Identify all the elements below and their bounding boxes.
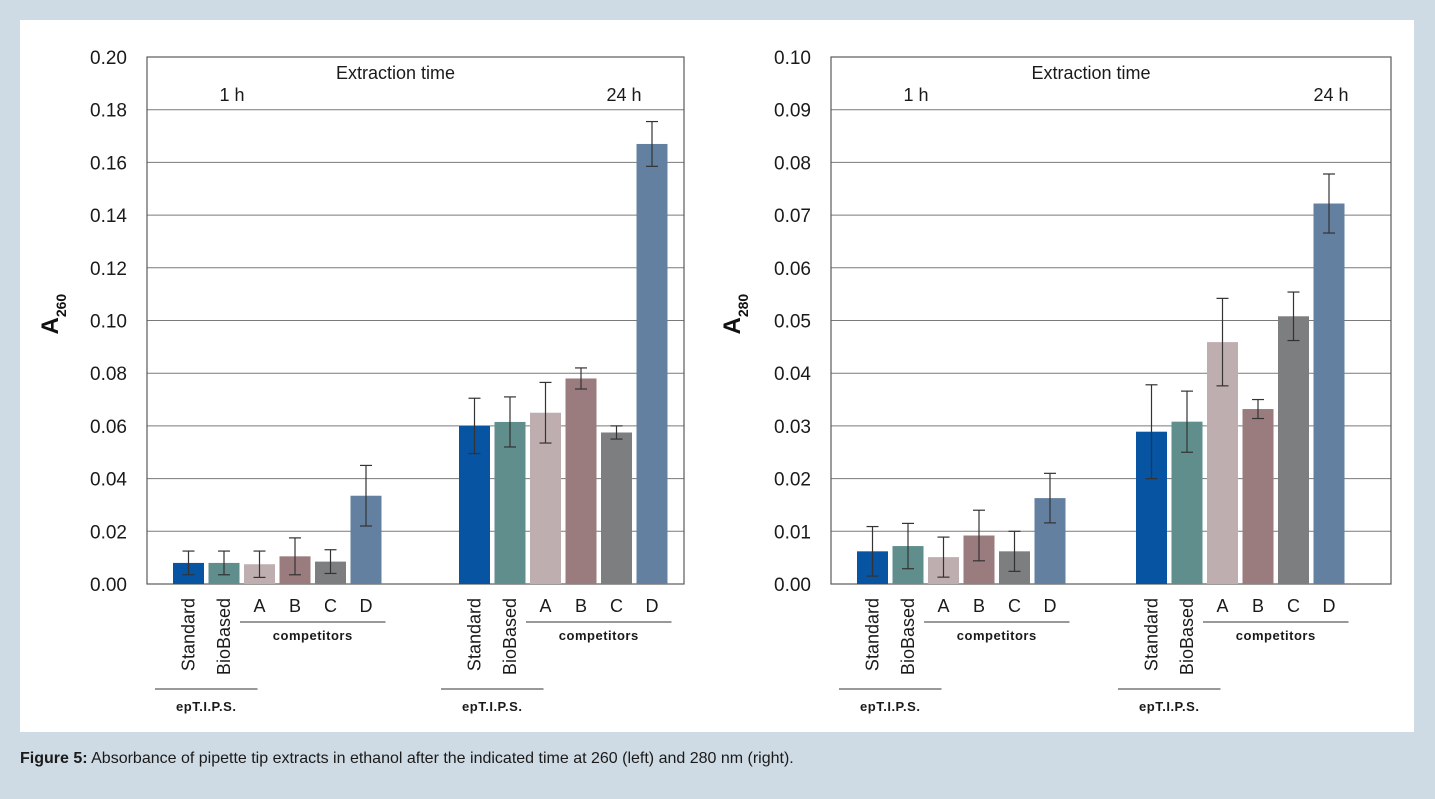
category-label: A (937, 596, 949, 616)
group-label: epT.I.P.S. (462, 699, 522, 714)
y-tick-label: 0.08 (774, 153, 811, 174)
category-label: D (360, 596, 373, 616)
y-tick-label: 0.03 (774, 417, 811, 438)
chart-title: Extraction time (336, 63, 455, 83)
category-label: Standard (465, 598, 485, 671)
category-label: BioBased (898, 598, 918, 675)
y-tick-label: 0.04 (90, 470, 127, 491)
category-label: B (1252, 596, 1264, 616)
caption-text: Absorbance of pipette tip extracts in et… (91, 750, 794, 767)
plot-frame (830, 56, 1392, 585)
group-label: competitors (1236, 628, 1316, 643)
y-tick-label: 0.08 (90, 364, 127, 385)
category-label: A (1216, 596, 1228, 616)
y-tick-label: 0.18 (90, 101, 127, 122)
chart-2: 0.00 0.01 0.02 0.03 0.04 0.05 0.06 0.07 0.08 0.09… (719, 48, 1392, 714)
category-label: D (1044, 596, 1057, 616)
group-label: epT.I.P.S. (1139, 699, 1199, 714)
category-label: Standard (179, 598, 199, 671)
bar-c (601, 432, 632, 584)
time-label: 24 h (1313, 85, 1348, 105)
y-tick-label: 0.01 (774, 522, 811, 543)
chart-1: 0.00 0.02 0.04 0.06 0.08 0.10 0.12 0.14 0.16 0.18… (37, 48, 685, 714)
category-label: BioBased (500, 598, 520, 675)
caption-label: Figure 5: (20, 750, 88, 767)
y-tick-label: 0.02 (774, 470, 811, 491)
bar-d (636, 143, 668, 584)
category-label: B (973, 596, 985, 616)
category-label: D (646, 596, 659, 616)
group-label: competitors (559, 628, 639, 643)
y-tick-label: 0.12 (90, 259, 127, 280)
time-label: 1 h (219, 85, 244, 105)
bar-b (1242, 409, 1274, 584)
bar-biobased (494, 421, 526, 584)
category-label: A (253, 596, 265, 616)
category-label: B (289, 596, 301, 616)
y-tick-label: 0.20 (90, 48, 127, 69)
category-label: B (575, 596, 587, 616)
group-label: competitors (957, 628, 1037, 643)
y-tick-label: 0.04 (774, 364, 811, 385)
y-tick-label: 0.06 (774, 259, 811, 280)
y-tick-label: 0.14 (90, 206, 127, 227)
category-label: BioBased (214, 598, 234, 675)
y-axis-label: A280 (719, 294, 751, 335)
y-tick-label: 0.00 (774, 575, 811, 596)
y-tick-label: 0.10 (90, 312, 127, 333)
category-label: Standard (863, 598, 883, 671)
bar-b (565, 378, 597, 584)
category-label: C (1287, 596, 1300, 616)
group-label: epT.I.P.S. (860, 699, 920, 714)
y-tick-label: 0.09 (774, 101, 811, 122)
category-label: Standard (1142, 598, 1162, 671)
category-label: C (610, 596, 623, 616)
y-tick-label: 0.02 (90, 522, 127, 543)
bar-c (1278, 316, 1309, 584)
figure-panel: 0.00 0.02 0.04 0.06 0.08 0.10 0.12 0.14 0.16 0.18… (20, 20, 1414, 732)
category-label: A (539, 596, 551, 616)
y-axis-label: A260 (37, 294, 69, 335)
category-label: C (324, 596, 337, 616)
y-tick-label: 0.05 (774, 312, 811, 333)
time-label: 1 h (903, 85, 928, 105)
category-label: D (1323, 596, 1336, 616)
bar-d (1313, 203, 1345, 585)
figure-charts: 0.00 0.02 0.04 0.06 0.08 0.10 0.12 0.14 0.16 0.18… (37, 48, 1392, 714)
figure-caption: Figure 5: Absorbance of pipette tip extr… (20, 750, 794, 768)
group-label: epT.I.P.S. (176, 699, 236, 714)
y-tick-label: 0.16 (90, 153, 127, 174)
time-label: 24 h (606, 85, 641, 105)
y-tick-label: 0.10 (774, 48, 811, 69)
group-label: competitors (273, 628, 353, 643)
plot-frame (146, 56, 685, 585)
y-tick-label: 0.06 (90, 417, 127, 438)
y-tick-label: 0.00 (90, 575, 127, 596)
chart-title: Extraction time (1031, 63, 1150, 83)
category-label: C (1008, 596, 1021, 616)
category-label: BioBased (1177, 598, 1197, 675)
y-tick-label: 0.07 (774, 206, 811, 227)
